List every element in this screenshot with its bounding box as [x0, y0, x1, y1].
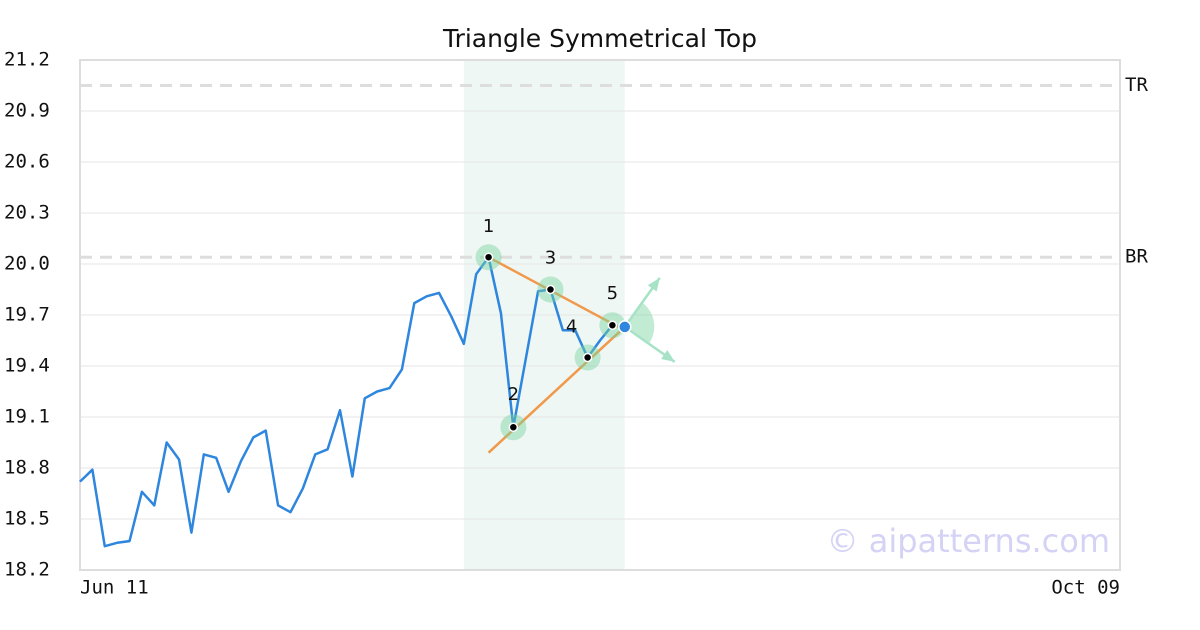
pattern-point — [607, 320, 618, 330]
watermark: © aipatterns.com — [827, 522, 1110, 560]
y-tick-label: 20.3 — [4, 202, 50, 224]
y-tick-label: 20.6 — [4, 151, 50, 173]
pattern-point — [545, 284, 556, 295]
trend-line — [487, 256, 626, 332]
level-label: BR — [1125, 246, 1148, 268]
y-tick-label: 19.4 — [4, 355, 50, 377]
y-tick-label: 19.7 — [4, 304, 50, 326]
plot-frame — [79, 59, 1121, 571]
projection-wedge — [624, 302, 655, 344]
arrow-head — [661, 350, 675, 362]
y-tick-label: 18.2 — [4, 559, 50, 581]
pattern-point — [483, 252, 494, 262]
y-tick-label: 20.0 — [4, 253, 50, 275]
x-tick-label: Oct 09 — [1051, 577, 1120, 599]
pattern-point — [582, 352, 593, 363]
pattern-label: 3 — [545, 248, 556, 269]
trend-line — [487, 325, 626, 454]
pattern-label: 5 — [607, 283, 618, 304]
chart-title: Triangle Symmetrical Top — [442, 24, 757, 53]
level-label: TR — [1125, 74, 1148, 96]
y-tick-label: 18.5 — [4, 508, 50, 530]
y-tick-label: 19.1 — [4, 406, 50, 428]
pattern-label: 2 — [508, 384, 519, 405]
y-tick-label: 18.8 — [4, 457, 50, 479]
last-point — [618, 320, 632, 334]
price-line — [79, 255, 625, 548]
pattern-label: 4 — [566, 317, 577, 338]
arrow-head — [647, 277, 660, 292]
x-tick-label: Jun 11 — [80, 577, 149, 599]
y-tick-label: 21.2 — [4, 49, 50, 71]
pattern-label: 1 — [483, 216, 494, 237]
pattern-point — [508, 422, 519, 432]
y-tick-label: 20.9 — [4, 100, 50, 122]
